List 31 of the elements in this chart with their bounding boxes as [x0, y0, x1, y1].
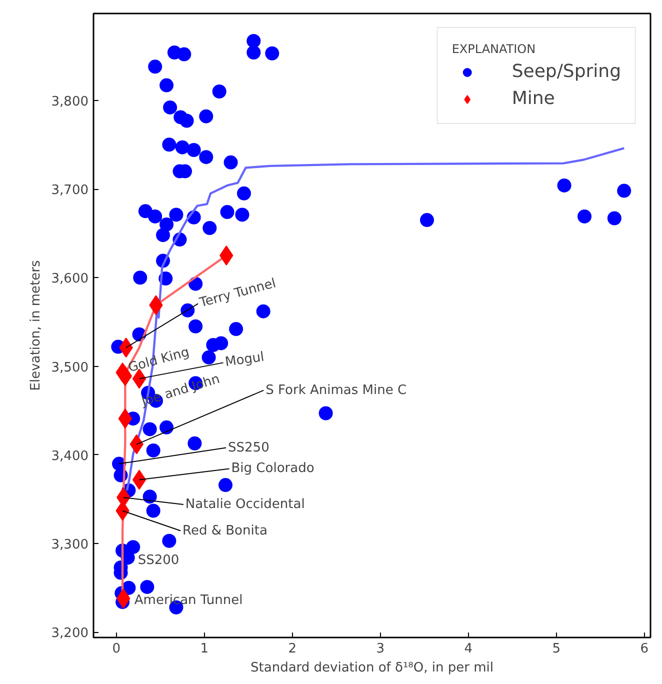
point — [118, 408, 132, 429]
x-tick-label: 0 — [112, 642, 121, 656]
x-axis-title: Standard deviation of δ¹⁸O, in per mil — [250, 660, 494, 676]
annotation: Red & Bonita — [182, 523, 268, 538]
annotation: American Tunnel — [134, 593, 243, 608]
y-tick-label: 3,600 — [51, 272, 88, 287]
annotation: Mogul — [224, 350, 266, 370]
y-tick-label: 3,800 — [51, 94, 88, 110]
x-tick-label: 2 — [288, 642, 297, 656]
y-tick-label: 3,500 — [51, 360, 88, 376]
annotation: Natalie Occidental — [185, 496, 305, 512]
y-tick-label: 3,200 — [51, 626, 88, 642]
x-tick-label: 4 — [464, 642, 472, 656]
x-tick-label: 6 — [640, 642, 648, 656]
annotation: Big Colorado — [231, 461, 314, 476]
x-tick-label: 1 — [200, 642, 209, 656]
point — [132, 470, 146, 490]
x-tick-label: 5 — [552, 642, 560, 656]
y-tick-label: 3,300 — [51, 538, 88, 553]
legend-title: EXPLANATION — [452, 42, 537, 56]
x-tick-label: 3 — [376, 642, 385, 656]
annotation: SS200 — [138, 553, 180, 568]
legend-label: Mine — [512, 88, 555, 109]
y-axis-title: Elevation, in meters — [28, 260, 44, 391]
annotation: SS250 — [228, 440, 270, 456]
legend-label: Seep/Spring — [512, 61, 621, 82]
annotation: Terry Tunnel — [197, 276, 278, 312]
y-tick-label: 3,400 — [51, 448, 88, 464]
annotation: S Fork Animas Mine C — [266, 382, 407, 398]
y-tick-label: 3,700 — [51, 183, 88, 198]
point — [116, 588, 130, 608]
